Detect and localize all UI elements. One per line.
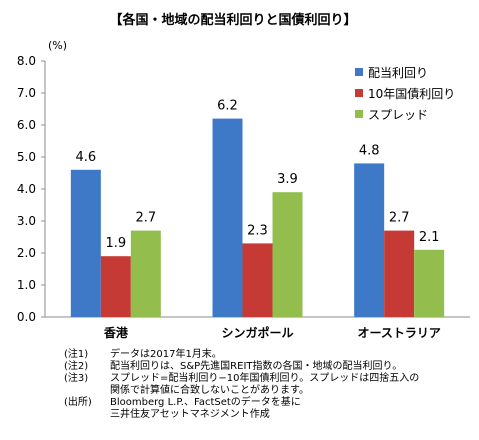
y-tick-label: 5.0 bbox=[17, 150, 36, 164]
legend-swatch bbox=[355, 68, 363, 76]
footnote-row: 関係で計算値に合致しないことがあります。 bbox=[64, 385, 474, 397]
footnote-label: (注1) bbox=[64, 349, 89, 360]
footnote-text: 関係で計算値に合致しないことがあります。 bbox=[110, 385, 309, 396]
y-tick-label: 2.0 bbox=[17, 246, 36, 260]
bar-value-label: 3.9 bbox=[277, 172, 298, 187]
y-axis-unit-label: (%) bbox=[48, 39, 67, 52]
bar-value-label: 6.2 bbox=[217, 99, 238, 114]
bar-value-label: 2.7 bbox=[135, 211, 156, 226]
legend-label: 配当利回り bbox=[368, 66, 428, 80]
bar bbox=[130, 230, 161, 317]
bar bbox=[414, 249, 445, 317]
y-tick-label: 1.0 bbox=[17, 278, 36, 292]
footnote-row: (注1) データは2017年1月末。 bbox=[64, 349, 474, 361]
legend-swatch bbox=[355, 89, 363, 97]
footnote-text: Bloomberg L.P.、FactSetのデータを基に bbox=[110, 397, 301, 408]
y-tick-label: 4.0 bbox=[17, 182, 36, 196]
y-tick-labels: 0.0 1.0 2.0 3.0 4.0 5.0 6.0 7.0 8.0 bbox=[17, 54, 36, 324]
x-tick-label: 香港 bbox=[103, 325, 129, 340]
y-tick-label: 0.0 bbox=[17, 310, 36, 324]
bar bbox=[272, 192, 303, 317]
y-tick-label: 8.0 bbox=[17, 54, 36, 68]
x-tick-label: オーストラリア bbox=[357, 326, 440, 340]
legend-label: 10年国債利回り bbox=[368, 86, 455, 101]
bar bbox=[354, 163, 385, 317]
x-tick-labels: 香港 シンガポール オーストラリア bbox=[103, 325, 441, 340]
footnote-text: 配当利回りは、S&P先進国REIT指数の各国・地域の配当利回り。 bbox=[110, 361, 403, 372]
footnote-row: (出所) Bloomberg L.P.、FactSetのデータを基に bbox=[64, 397, 474, 409]
footnote-row: (注3) スプレッド=配当利回り−10年国債利回り。スプレッドは四捨五入の bbox=[64, 373, 474, 385]
bar bbox=[70, 169, 101, 317]
footnote-row: 三井住友アセットマネジメント作成 bbox=[64, 409, 474, 421]
y-tick-label: 7.0 bbox=[17, 86, 36, 100]
bar-value-label: 1.9 bbox=[105, 236, 126, 251]
bar-value-label: 4.6 bbox=[75, 150, 96, 165]
y-tick-label: 3.0 bbox=[17, 214, 36, 228]
y-tick-label: 6.0 bbox=[17, 118, 36, 132]
x-tick-label: シンガポール bbox=[221, 325, 293, 340]
footnote-row: (注2) 配当利回りは、S&P先進国REIT指数の各国・地域の配当利回り。 bbox=[64, 361, 474, 373]
footnotes: (注1) データは2017年1月末。 (注2) 配当利回りは、S&P先進国REIT指数… bbox=[64, 349, 474, 421]
bar bbox=[100, 256, 131, 317]
footnote-text: 三井住友アセットマネジメント作成 bbox=[110, 409, 270, 420]
chart-title: 【各国・地域の配当利回りと国債利回り】 bbox=[109, 12, 356, 28]
footnote-label bbox=[64, 409, 110, 421]
footnote-label: (出所) bbox=[64, 397, 92, 408]
footnote-label: (注3) bbox=[64, 373, 89, 384]
bar bbox=[242, 243, 273, 317]
bar bbox=[384, 230, 415, 317]
legend-swatch bbox=[355, 110, 363, 118]
bar-value-label: 2.1 bbox=[419, 230, 440, 245]
footnote-text: データは2017年1月末。 bbox=[110, 349, 222, 360]
bars bbox=[70, 118, 445, 317]
bar-value-label: 2.3 bbox=[247, 223, 268, 238]
bar-value-label: 2.7 bbox=[389, 211, 410, 226]
footnote-label: (注2) bbox=[64, 361, 89, 372]
legend-label: スプレッド bbox=[368, 108, 428, 122]
bar bbox=[212, 118, 243, 317]
bar-value-labels: 4.6 1.9 2.7 6.2 2.3 3.9 4.8 2.7 2.1 bbox=[75, 99, 439, 252]
footnote-text: スプレッド=配当利回り−10年国債利回り。スプレッドは四捨五入の bbox=[110, 373, 420, 384]
footnote-label bbox=[64, 385, 110, 397]
bar-value-label: 4.8 bbox=[359, 143, 380, 158]
